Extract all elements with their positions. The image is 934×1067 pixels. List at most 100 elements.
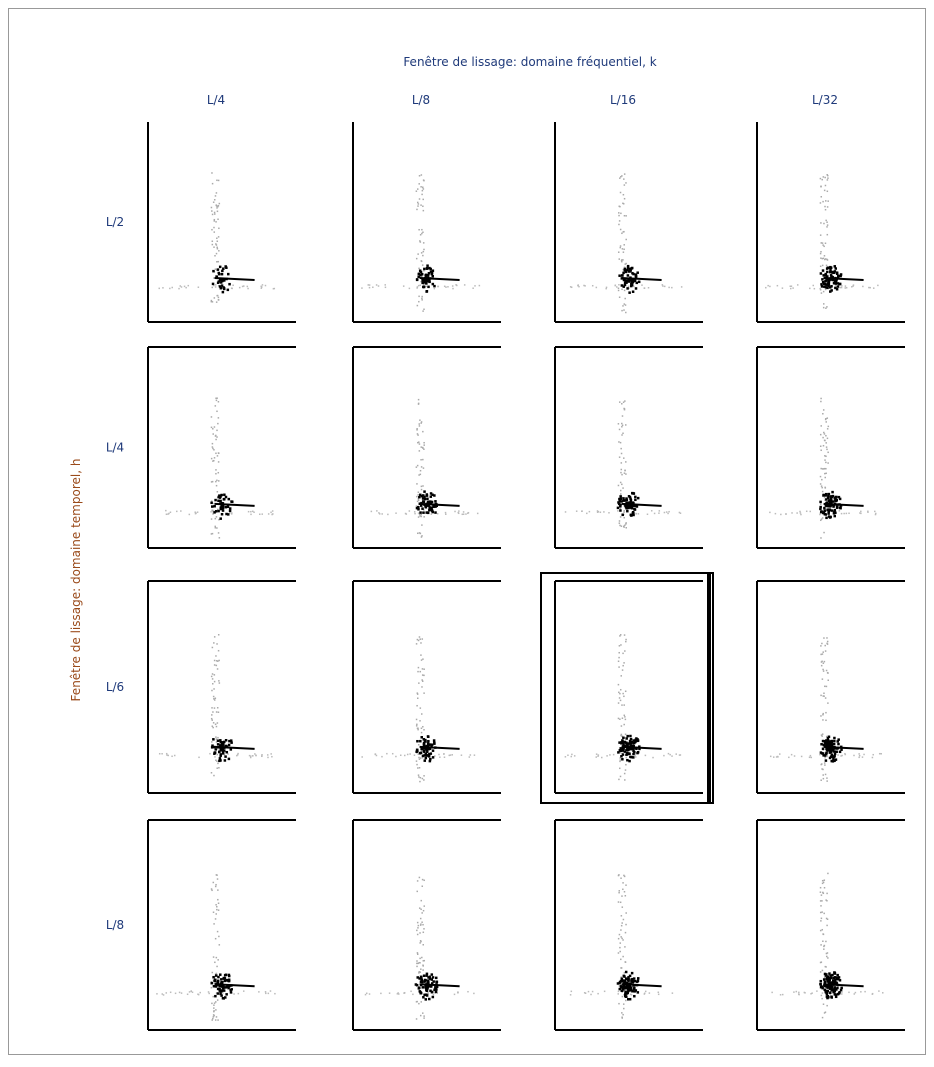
spectrum-dot: [211, 741, 213, 743]
spectrum-dot: [420, 642, 422, 644]
spectrum-dot: [422, 982, 424, 985]
spectrum-blob: [836, 285, 840, 288]
spectrum-dot: [809, 510, 811, 513]
spectrum-dot: [213, 277, 215, 279]
spectrum-dot: [819, 234, 822, 236]
spectrum-blob: [619, 495, 622, 498]
spectrum-dot: [839, 286, 842, 289]
spectrum-dot: [791, 512, 793, 514]
spectrum-blob: [427, 739, 430, 743]
spectrum-blob: [632, 279, 635, 283]
spectrum-dot: [409, 753, 411, 755]
spectrum-dot: [212, 956, 215, 958]
spectrum-dot: [620, 525, 623, 527]
spectrum-dot: [365, 992, 368, 995]
spectrum-blob: [833, 759, 836, 763]
spectrum-dot: [217, 711, 220, 714]
spectrum-dot: [821, 242, 824, 244]
spectrum-blob: [829, 269, 832, 272]
spectrum-dot: [826, 642, 828, 645]
spectrum-blob: [220, 512, 224, 516]
spectrum-dot: [663, 285, 666, 288]
spectrum-blob: [214, 510, 218, 513]
spectrum-blob: [831, 500, 835, 503]
spectrum-dot: [213, 674, 216, 676]
spectrum-dot: [423, 959, 426, 962]
spectrum-blob: [825, 992, 829, 996]
spectrum-dot: [213, 449, 215, 451]
spectrum-blob: [619, 509, 622, 512]
spectrum-dot: [630, 994, 633, 996]
spectrum-dot: [822, 413, 824, 415]
spectrum-dot: [165, 752, 168, 755]
spectrum-dot: [420, 899, 423, 902]
spectrum-dot: [619, 718, 621, 720]
spectrum-blob: [422, 741, 426, 745]
spectrum-dot: [416, 960, 418, 962]
spectrum-blob: [627, 978, 630, 982]
spectrum-dot: [668, 510, 670, 513]
spectrum-dot: [398, 993, 400, 995]
spectrum-dot: [619, 950, 621, 953]
spectrum-blob: [820, 283, 823, 286]
spectrum-dot: [162, 287, 164, 289]
spectrum-blob: [829, 498, 833, 502]
spectrum-dot: [214, 213, 216, 215]
spectrum-dot: [823, 637, 825, 639]
spectrum-blob: [838, 750, 842, 754]
spectrum-dot: [421, 264, 424, 266]
spectrum-blob: [424, 993, 428, 996]
spectrum-dot: [216, 479, 218, 482]
spectrum-blob: [819, 510, 823, 514]
spectrum-dot: [417, 512, 420, 514]
spectrum-blob: [631, 744, 634, 748]
spectrum-blob: [631, 989, 634, 993]
spectrum-dot: [826, 918, 829, 920]
spectrum-blob: [820, 742, 823, 746]
spectrum-dot: [261, 286, 263, 288]
spectrum-dot: [621, 473, 623, 476]
spectrum-dot: [215, 397, 217, 400]
spectrum-dot: [421, 189, 424, 192]
spectrum-dot: [821, 468, 824, 470]
spectrum-dot: [212, 201, 215, 203]
spectrum-dot: [174, 992, 177, 995]
spectrum-dot: [419, 638, 422, 640]
spectrum-blob: [829, 974, 832, 977]
spectrum-dot: [197, 286, 200, 288]
spectrum-dot: [415, 760, 418, 762]
spectrum-blob: [634, 495, 637, 499]
spectrum-dot: [618, 223, 620, 226]
spectrum-dot: [418, 474, 420, 476]
spectrum-blob: [214, 994, 217, 998]
row-label: L/2: [106, 215, 124, 229]
spectrum-dot: [476, 512, 479, 515]
spectrum-blob: [428, 747, 432, 751]
spectrum-dot: [211, 480, 214, 483]
spectrum-dot: [421, 756, 424, 759]
spectrum-blob: [435, 988, 438, 991]
spectrum-blob: [629, 986, 633, 989]
spectrum-dot: [217, 532, 220, 534]
spectrum-blob: [628, 997, 632, 1001]
spectrum-dot: [420, 422, 422, 424]
spectrum-blob: [216, 992, 220, 995]
spectrum-dot: [210, 299, 213, 302]
spectrum-dot: [419, 917, 422, 920]
spectrum-blob: [626, 987, 630, 991]
spectrum-blob: [434, 976, 438, 980]
spectrum-dot: [824, 459, 826, 461]
spectrum-blob: [426, 744, 430, 747]
spectrum-dot: [820, 485, 823, 487]
spectrum-dot: [403, 754, 406, 757]
spectrum-dot: [571, 753, 573, 756]
spectrum-dot: [621, 422, 623, 425]
spectrum-dot: [156, 993, 158, 995]
spectrum-blob: [824, 279, 828, 282]
spectrum-dot: [825, 442, 827, 444]
spectrum-blob: [420, 736, 423, 739]
spectrum-blob: [423, 979, 426, 983]
spectrum-dot: [823, 189, 826, 192]
spectrum-blob: [415, 506, 419, 510]
spectrum-blob: [224, 973, 228, 977]
